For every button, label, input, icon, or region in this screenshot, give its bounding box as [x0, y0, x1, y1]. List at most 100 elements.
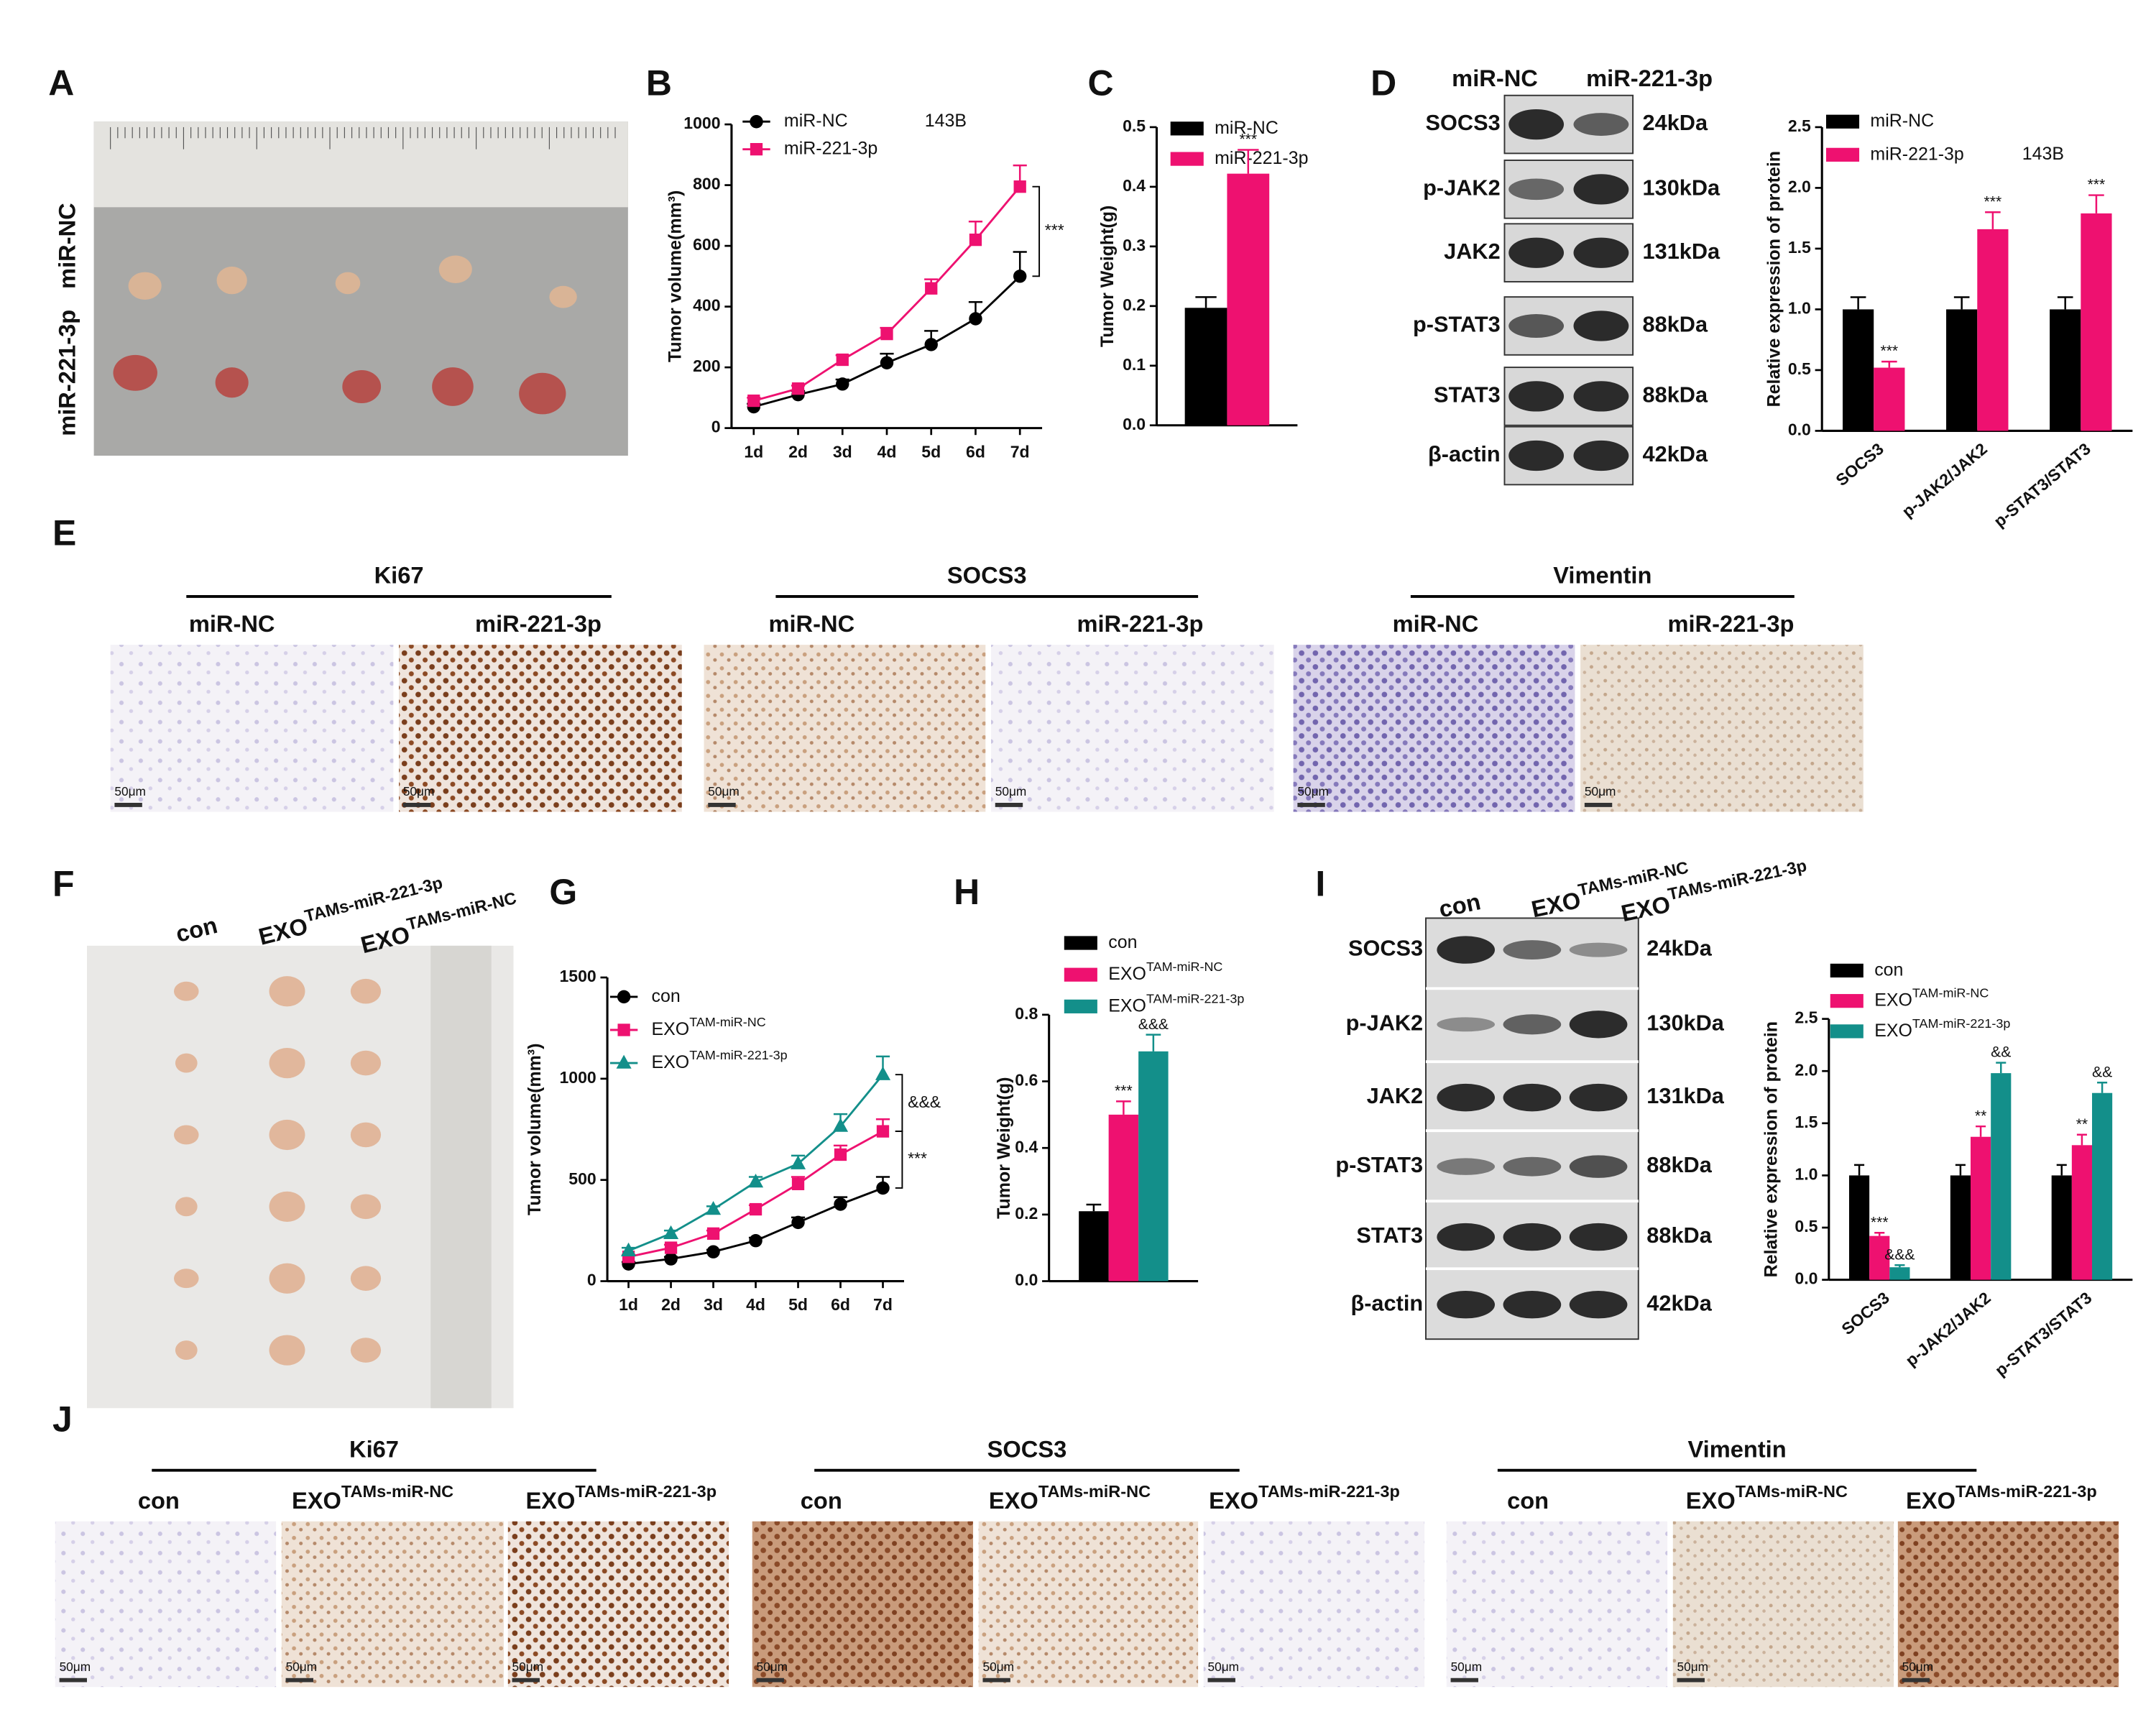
tumor [350, 1194, 382, 1220]
legend-label: EXOTAM-miR-221-3p [1108, 991, 1244, 1016]
legend-label-sup: TAM-miR-221-3p [689, 1048, 787, 1062]
legend-label-main: EXO [1108, 995, 1146, 1016]
x-tick-label: 1d [744, 442, 763, 461]
protein-label: p-STAT3 [1335, 1152, 1423, 1177]
blot-band [1573, 174, 1629, 205]
size-label: 88kDa [1643, 312, 1708, 337]
marker [834, 1148, 847, 1161]
marker [880, 327, 893, 341]
marker [836, 377, 849, 391]
tumor [175, 1197, 198, 1217]
legend-label-main: EXO [1874, 1021, 1912, 1041]
protein-label: β-actin [1350, 1290, 1423, 1315]
significance-label: *** [1984, 193, 2002, 210]
protein-label: JAK2 [1444, 239, 1501, 264]
error-bar [2088, 194, 2104, 213]
bar [1184, 308, 1227, 425]
blot-band [1437, 936, 1496, 964]
y-tick-label: 0.8 [1015, 1004, 1038, 1023]
x-tick-label: 3d [833, 442, 852, 461]
error-bar [1894, 1264, 1905, 1268]
x-tick-label: 2d [661, 1295, 681, 1314]
group-label: Vimentin [1553, 562, 1651, 589]
y-tick-label: 500 [568, 1169, 596, 1188]
ihc-image [704, 645, 986, 812]
tumor [350, 1338, 382, 1363]
bar [1848, 1175, 1870, 1280]
legend-label-sup: TAM-miR-NC [1912, 985, 1989, 1000]
tumor [269, 976, 305, 1007]
ihc-image [110, 645, 394, 812]
scale-label: 50μm [995, 784, 1027, 799]
error-bar [1953, 296, 1970, 310]
y-axis-label: Tumor volume(mm³) [525, 1044, 545, 1215]
blot-band [1503, 1156, 1562, 1177]
ruler [93, 121, 628, 208]
marker [750, 115, 763, 129]
protein-label: SOCS3 [1348, 936, 1423, 961]
ihc-image [399, 645, 682, 812]
marker [876, 1181, 890, 1195]
error-bar [1116, 1100, 1131, 1115]
legend-label-main: EXO [1108, 964, 1146, 984]
bar [2051, 1175, 2072, 1280]
blot-band [1569, 1083, 1628, 1112]
error-bar [1881, 360, 1897, 368]
group-label: SOCS3 [947, 562, 1027, 589]
group-label: Ki67 [349, 1435, 399, 1462]
column-label-sup: TAMs-miR-221-3p [1258, 1482, 1400, 1501]
legend-label: con [1874, 959, 1903, 980]
scale-label: 50μm [114, 784, 146, 799]
y-tick-label: 0 [711, 418, 721, 436]
column-label-main: EXO [1686, 1486, 1736, 1513]
marker [791, 1177, 805, 1190]
bar [1950, 1175, 1971, 1280]
ihc-image [507, 1521, 729, 1688]
tumor [269, 1263, 305, 1294]
error-bar [1985, 211, 2001, 229]
tumor [519, 372, 566, 415]
bar [1227, 173, 1270, 425]
y-tick-label: 2.0 [1788, 178, 1811, 196]
column-label-main: EXO [525, 1486, 575, 1513]
y-tick-label: 1500 [559, 967, 596, 985]
x-tick-label: 6d [831, 1295, 850, 1314]
size-label: 88kDa [1643, 382, 1708, 408]
error-bar [2056, 1164, 2067, 1176]
y-axis-label: Tumor volume(mm³) [665, 190, 686, 362]
marker [925, 282, 938, 295]
column-label: miR-221-3p [1667, 610, 1794, 637]
legend-label-main: con [652, 985, 681, 1005]
blot-band [1508, 440, 1565, 471]
legend-label-sup: TAM-miR-221-3p [1912, 1016, 2010, 1031]
size-label: 42kDa [1646, 1290, 1712, 1315]
legend-swatch [1830, 963, 1864, 978]
tumor [350, 1122, 382, 1148]
tumor [432, 367, 474, 406]
significance-label: ** [2076, 1116, 2088, 1133]
bar [1869, 1235, 1890, 1280]
column-label-main: EXO [292, 1486, 341, 1513]
panel-letter: E [52, 513, 76, 553]
size-label: 24kDa [1643, 110, 1708, 135]
y-tick-label: 0.4 [1015, 1137, 1038, 1156]
blot-band [1573, 310, 1629, 341]
y-tick-label: 2.5 [1795, 1008, 1818, 1027]
tumor [128, 272, 162, 300]
x-tick-label: 5d [921, 442, 941, 461]
ihc-image [1580, 645, 1864, 812]
column-label-sup: TAMs-miR-221-3p [1955, 1482, 2097, 1501]
size-label: 88kDa [1646, 1223, 1712, 1248]
y-tick-label: 0.6 [1015, 1071, 1038, 1090]
size-label: 42kDa [1643, 441, 1708, 466]
blot-band [1508, 313, 1565, 339]
scale-label: 50μm [982, 1660, 1014, 1674]
bar [2050, 309, 2081, 431]
tumor [335, 272, 361, 295]
column-label: miR-NC [189, 610, 275, 637]
blot-band [1573, 440, 1629, 471]
blot-band [1573, 237, 1629, 268]
blot-band [1503, 1223, 1562, 1251]
scale-label: 50μm [512, 1660, 544, 1674]
blot-band [1437, 1290, 1496, 1319]
